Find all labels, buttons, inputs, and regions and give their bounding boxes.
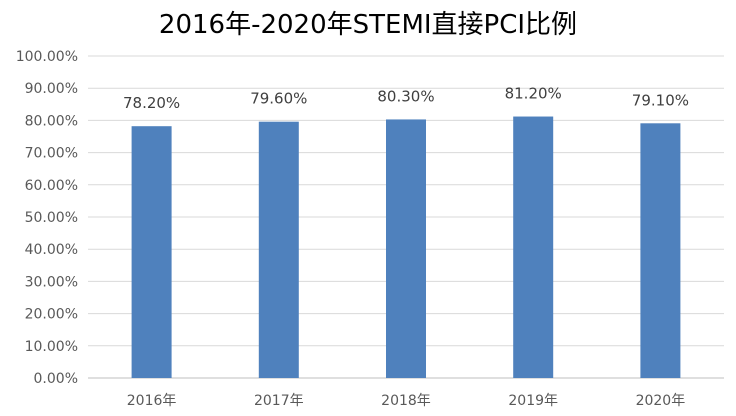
x-tick-label: 2017年 (254, 393, 304, 409)
x-tick-label: 2019年 (508, 393, 558, 409)
data-label: 79.10% (632, 91, 689, 109)
y-tick-label: 60.00% (25, 178, 78, 194)
data-label: 80.30% (377, 87, 434, 105)
data-label: 79.60% (250, 90, 307, 108)
bar (386, 119, 426, 379)
y-tick-label: 70.00% (25, 146, 78, 162)
data-label: 78.20% (123, 94, 180, 112)
x-tick-label: 2018年 (381, 393, 431, 409)
y-tick-label: 20.00% (25, 307, 78, 323)
y-tick-label: 50.00% (25, 210, 78, 226)
bar (640, 123, 681, 378)
chart-title: 2016年-2020年STEMI直接PCI比例 (158, 10, 578, 40)
x-tick-label: 2020年 (636, 393, 686, 409)
y-tick-label: 40.00% (25, 242, 78, 258)
bar (513, 116, 554, 378)
y-tick-label: 10.00% (25, 339, 78, 355)
y-tick-label: 80.00% (25, 113, 78, 129)
data-label: 81.20% (505, 85, 562, 103)
y-tick-label: 100.00% (16, 49, 78, 65)
y-tick-label: 90.00% (25, 81, 78, 97)
y-tick-label: 30.00% (25, 274, 78, 290)
y-tick-label: 0.00% (34, 371, 78, 387)
x-tick-label: 2016年 (127, 393, 177, 409)
bar (131, 126, 172, 378)
bar (258, 121, 299, 379)
